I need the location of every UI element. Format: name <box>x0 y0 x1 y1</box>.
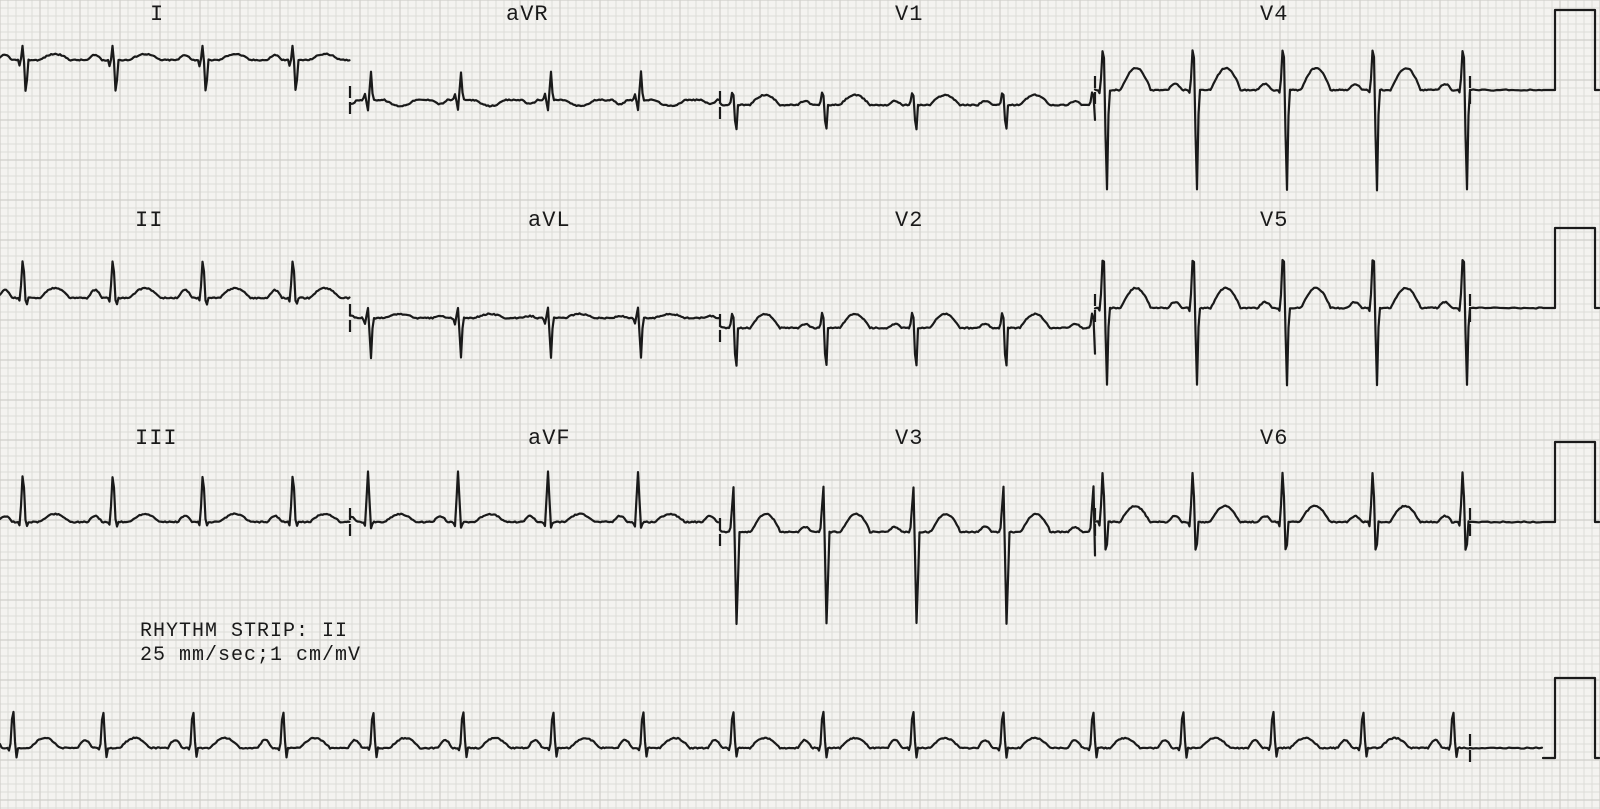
lead-label-V2: V2 <box>895 208 923 233</box>
lead-label-V6: V6 <box>1260 426 1288 451</box>
lead-label-II: II <box>135 208 163 233</box>
lead-label-V4: V4 <box>1260 2 1288 27</box>
lead-label-aVL: aVL <box>528 208 571 233</box>
lead-label-aVR: aVR <box>506 2 549 27</box>
lead-label-V1: V1 <box>895 2 923 27</box>
ecg-svg <box>0 0 1600 809</box>
rhythm-strip-scale: 25 mm/sec;1 cm/mV <box>140 644 361 667</box>
lead-label-aVF: aVF <box>528 426 571 451</box>
lead-label-V5: V5 <box>1260 208 1288 233</box>
lead-label-I: I <box>150 2 164 27</box>
rhythm-strip-title: RHYTHM STRIP: II <box>140 620 348 643</box>
lead-label-V3: V3 <box>895 426 923 451</box>
ecg-container: I aVR V1 V4 II aVL V2 V5 III aVF V3 V6 R… <box>0 0 1600 809</box>
lead-label-III: III <box>135 426 178 451</box>
